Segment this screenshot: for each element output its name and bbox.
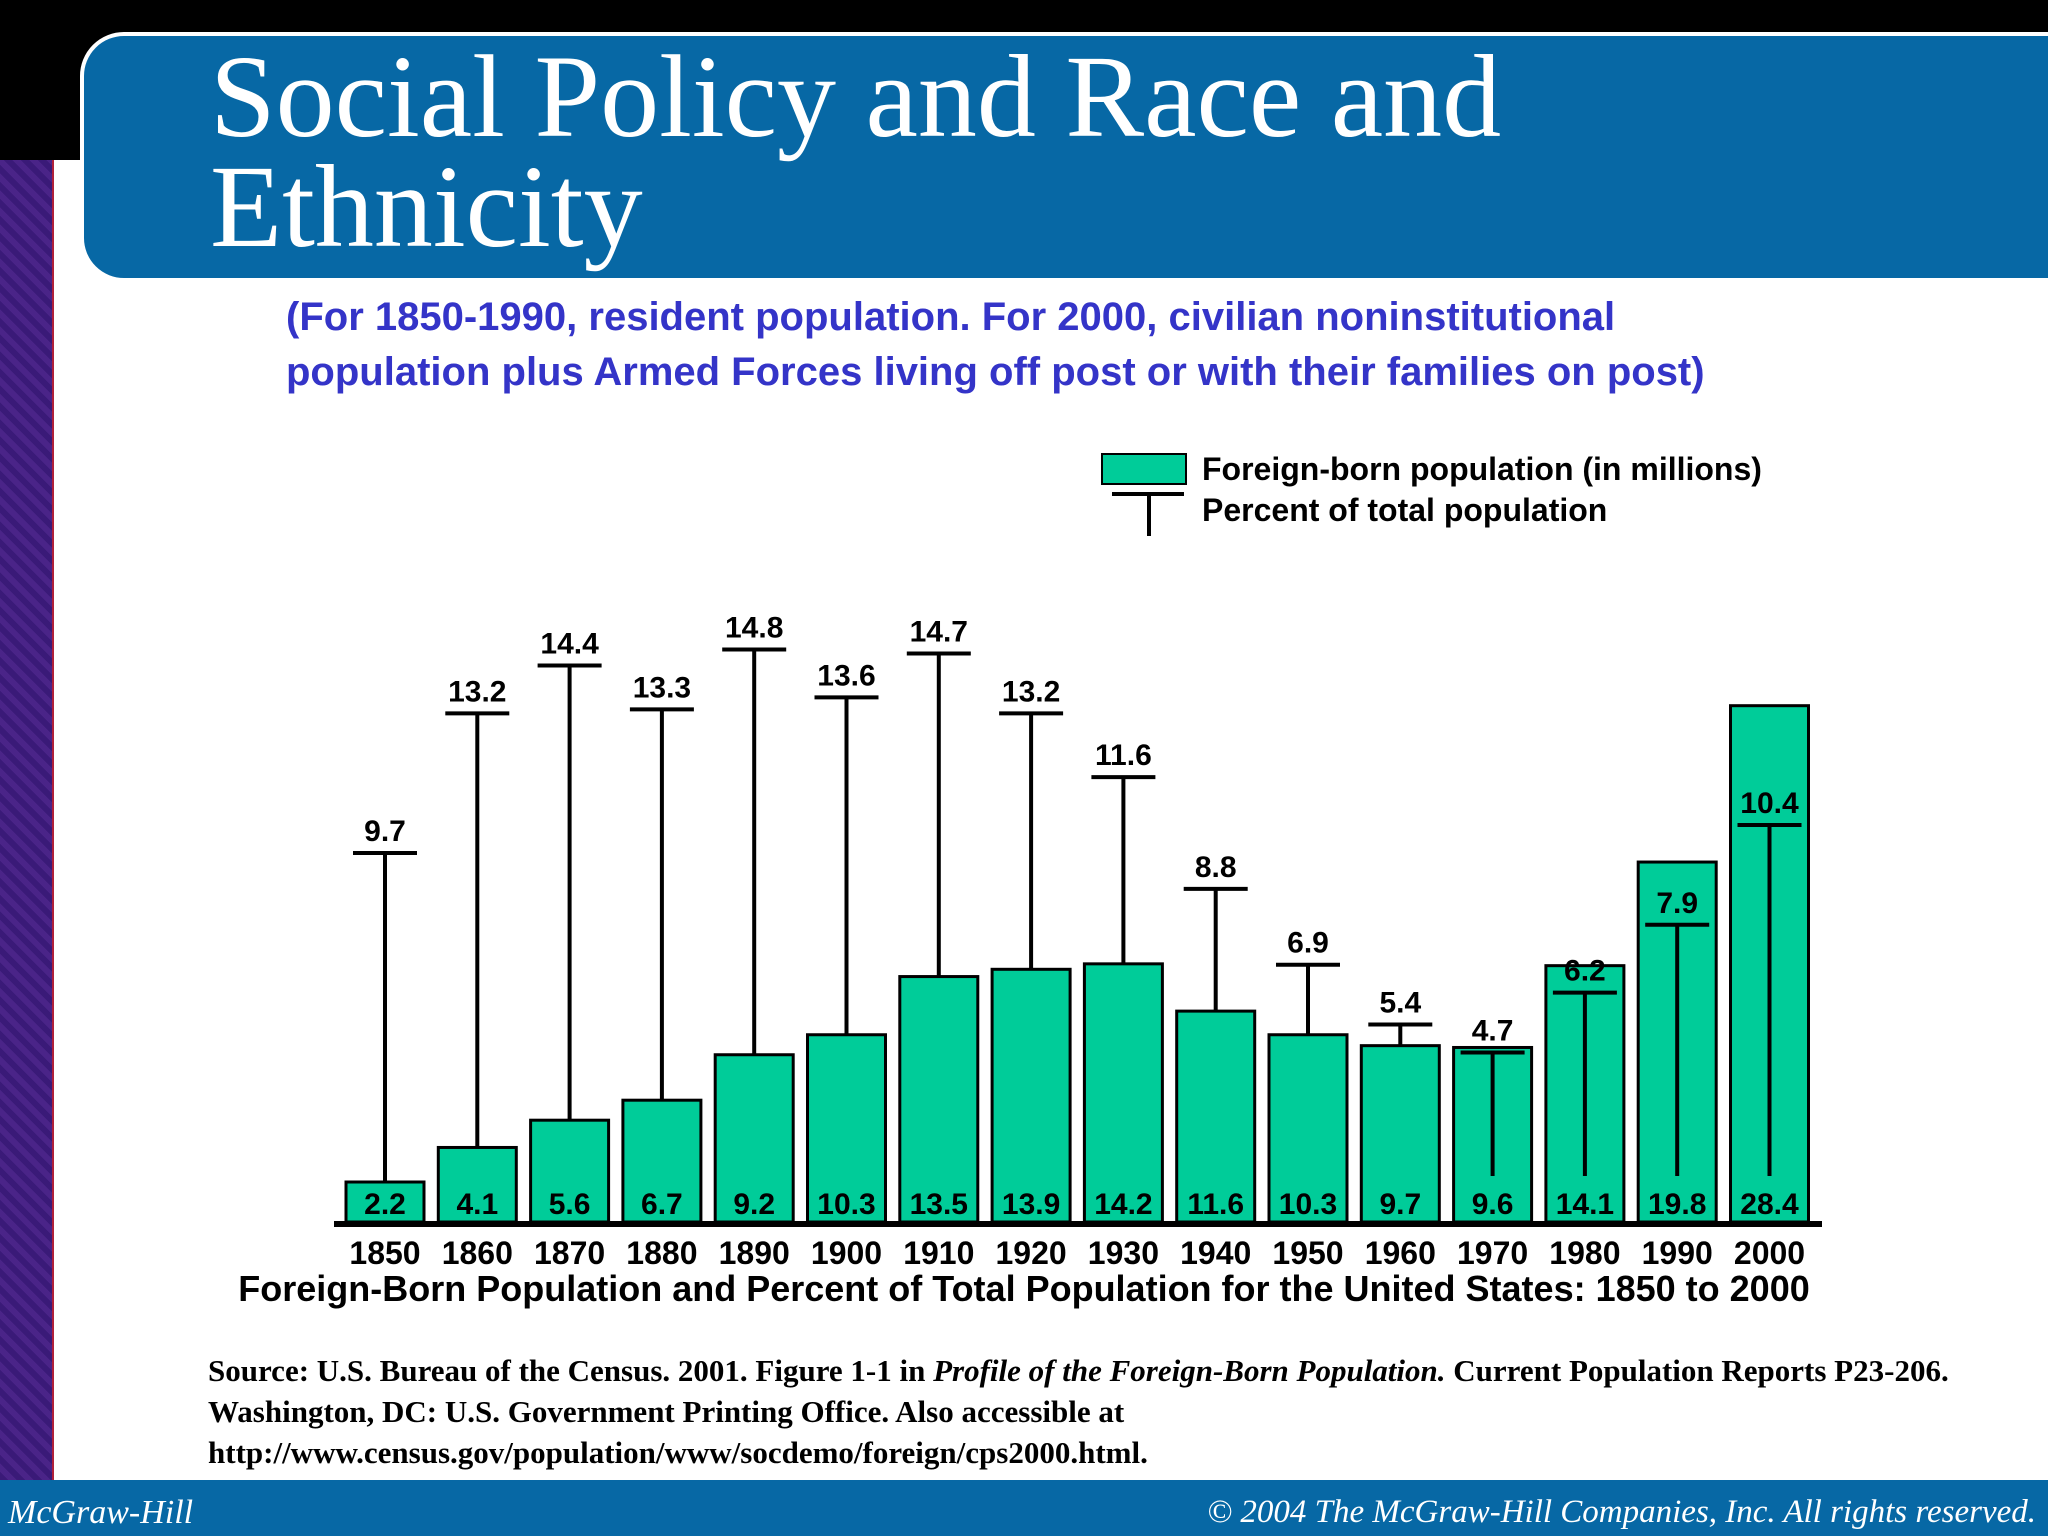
bar-1890	[713, 1053, 795, 1224]
x-tick-label-1900: 1900	[811, 1235, 882, 1271]
legend-label-percent: Percent of total population	[1202, 492, 1607, 528]
percent-label-1950: 6.9	[1287, 927, 1329, 960]
bar-value-label-2000: 28.4	[1740, 1188, 1799, 1221]
slide-body	[52, 160, 2048, 1480]
x-tick-label-1870: 1870	[534, 1235, 605, 1271]
percent-label-1980: 6.2	[1564, 955, 1606, 988]
bar-value-label-1920: 13.9	[1002, 1188, 1060, 1221]
source-prefix: Source: U.S. Bureau of the Census. 2001.…	[208, 1353, 934, 1388]
percent-label-1850: 9.7	[364, 815, 406, 848]
percent-label-1880: 13.3	[633, 671, 691, 704]
bar-value-label-1850: 2.2	[364, 1188, 406, 1221]
bar-value-label-1890: 9.2	[733, 1188, 775, 1221]
copyright-notice: © 2004 The McGraw-Hill Companies, Inc. A…	[1207, 1494, 2036, 1530]
x-tick-label-1930: 1930	[1088, 1235, 1159, 1271]
bar-value-label-1950: 10.3	[1279, 1188, 1337, 1221]
source-citation: Source: U.S. Bureau of the Census. 2001.…	[208, 1350, 2008, 1473]
bar-value-label-1940: 11.6	[1187, 1188, 1244, 1221]
bar-value-label-1990: 19.8	[1648, 1188, 1706, 1221]
bar-value-label-1870: 5.6	[549, 1188, 591, 1221]
bar-1960	[1359, 1044, 1441, 1224]
x-tick-label-1950: 1950	[1272, 1235, 1343, 1271]
x-tick-label-2000: 2000	[1734, 1235, 1805, 1271]
bar-1900	[806, 1033, 887, 1224]
percent-label-1970: 4.7	[1472, 1014, 1514, 1047]
x-tick-label-1940: 1940	[1180, 1235, 1251, 1271]
percent-label-1910: 14.7	[910, 615, 968, 648]
percent-label-1920: 13.2	[1002, 675, 1060, 708]
bar-1910	[898, 975, 980, 1224]
x-tick-label-1990: 1990	[1642, 1235, 1713, 1271]
slide-left-edge	[52, 160, 54, 1480]
title-banner	[80, 32, 2048, 282]
x-tick-label-1850: 1850	[349, 1235, 420, 1271]
publisher-name: McGraw-Hill	[8, 1494, 194, 1531]
percent-label-1900: 13.6	[817, 659, 875, 692]
x-tick-label-1890: 1890	[719, 1235, 790, 1271]
x-tick-label-1860: 1860	[442, 1235, 513, 1271]
bar-1930	[1082, 962, 1164, 1224]
bar-value-label-1970: 9.6	[1472, 1188, 1514, 1221]
plot-area: 2.2 9.7 1850 4.1 13.2 1860 5.6 14.4 1870 6.7 13.3 1…	[344, 611, 1810, 1271]
percent-label-1930: 11.6	[1095, 739, 1152, 772]
chart-legend: Foreign-born population (in millions) Pe…	[1101, 451, 1762, 536]
source-title: Profile of the Foreign-Born Population.	[933, 1353, 1446, 1388]
bar-1920	[990, 967, 1072, 1224]
x-tick-label-1910: 1910	[903, 1235, 974, 1271]
legend-label-bars: Foreign-born population (in millions)	[1202, 451, 1762, 487]
chart: Foreign-born population (in millions) Pe…	[334, 451, 1822, 1271]
bar-value-label-1900: 10.3	[817, 1188, 875, 1221]
x-tick-label-1970: 1970	[1457, 1235, 1528, 1271]
x-tick-label-1920: 1920	[996, 1235, 1067, 1271]
chart-caption: Foreign-Born Population and Percent of T…	[238, 1268, 1810, 1309]
percent-label-1870: 14.4	[540, 627, 599, 660]
x-tick-label-1960: 1960	[1365, 1235, 1436, 1271]
bar-value-label-1980: 14.1	[1556, 1188, 1614, 1221]
slide-footer: McGraw-Hill © 2004 The McGraw-Hill Compa…	[0, 1480, 2048, 1536]
bar-value-label-1880: 6.7	[641, 1188, 683, 1221]
source-suffix: Current Population Reports P23-206. Wash…	[208, 1353, 1949, 1470]
percent-label-1940: 8.8	[1195, 851, 1237, 884]
bar-value-label-1860: 4.1	[456, 1188, 498, 1221]
x-tick-label-1980: 1980	[1549, 1235, 1620, 1271]
bar-1870	[529, 1118, 611, 1224]
bar-value-label-1960: 9.7	[1379, 1188, 1421, 1221]
bar-value-label-1910: 13.5	[910, 1188, 968, 1221]
chart-subtitle: (For 1850-1990, resident population. For…	[286, 295, 1705, 394]
percent-label-1890: 14.8	[725, 611, 783, 644]
bar-value-label-1930: 14.2	[1094, 1188, 1152, 1221]
percent-label-2000: 10.4	[1740, 787, 1799, 820]
slide-title: Social Policy and Race and Ethnicity	[210, 31, 1502, 272]
bar-1940	[1175, 1009, 1257, 1224]
legend-swatch-bars	[1101, 453, 1187, 485]
x-tick-label-1880: 1880	[626, 1235, 697, 1271]
percent-label-1990: 7.9	[1656, 887, 1698, 920]
percent-label-1960: 5.4	[1379, 987, 1421, 1020]
percent-label-1860: 13.2	[448, 675, 506, 708]
